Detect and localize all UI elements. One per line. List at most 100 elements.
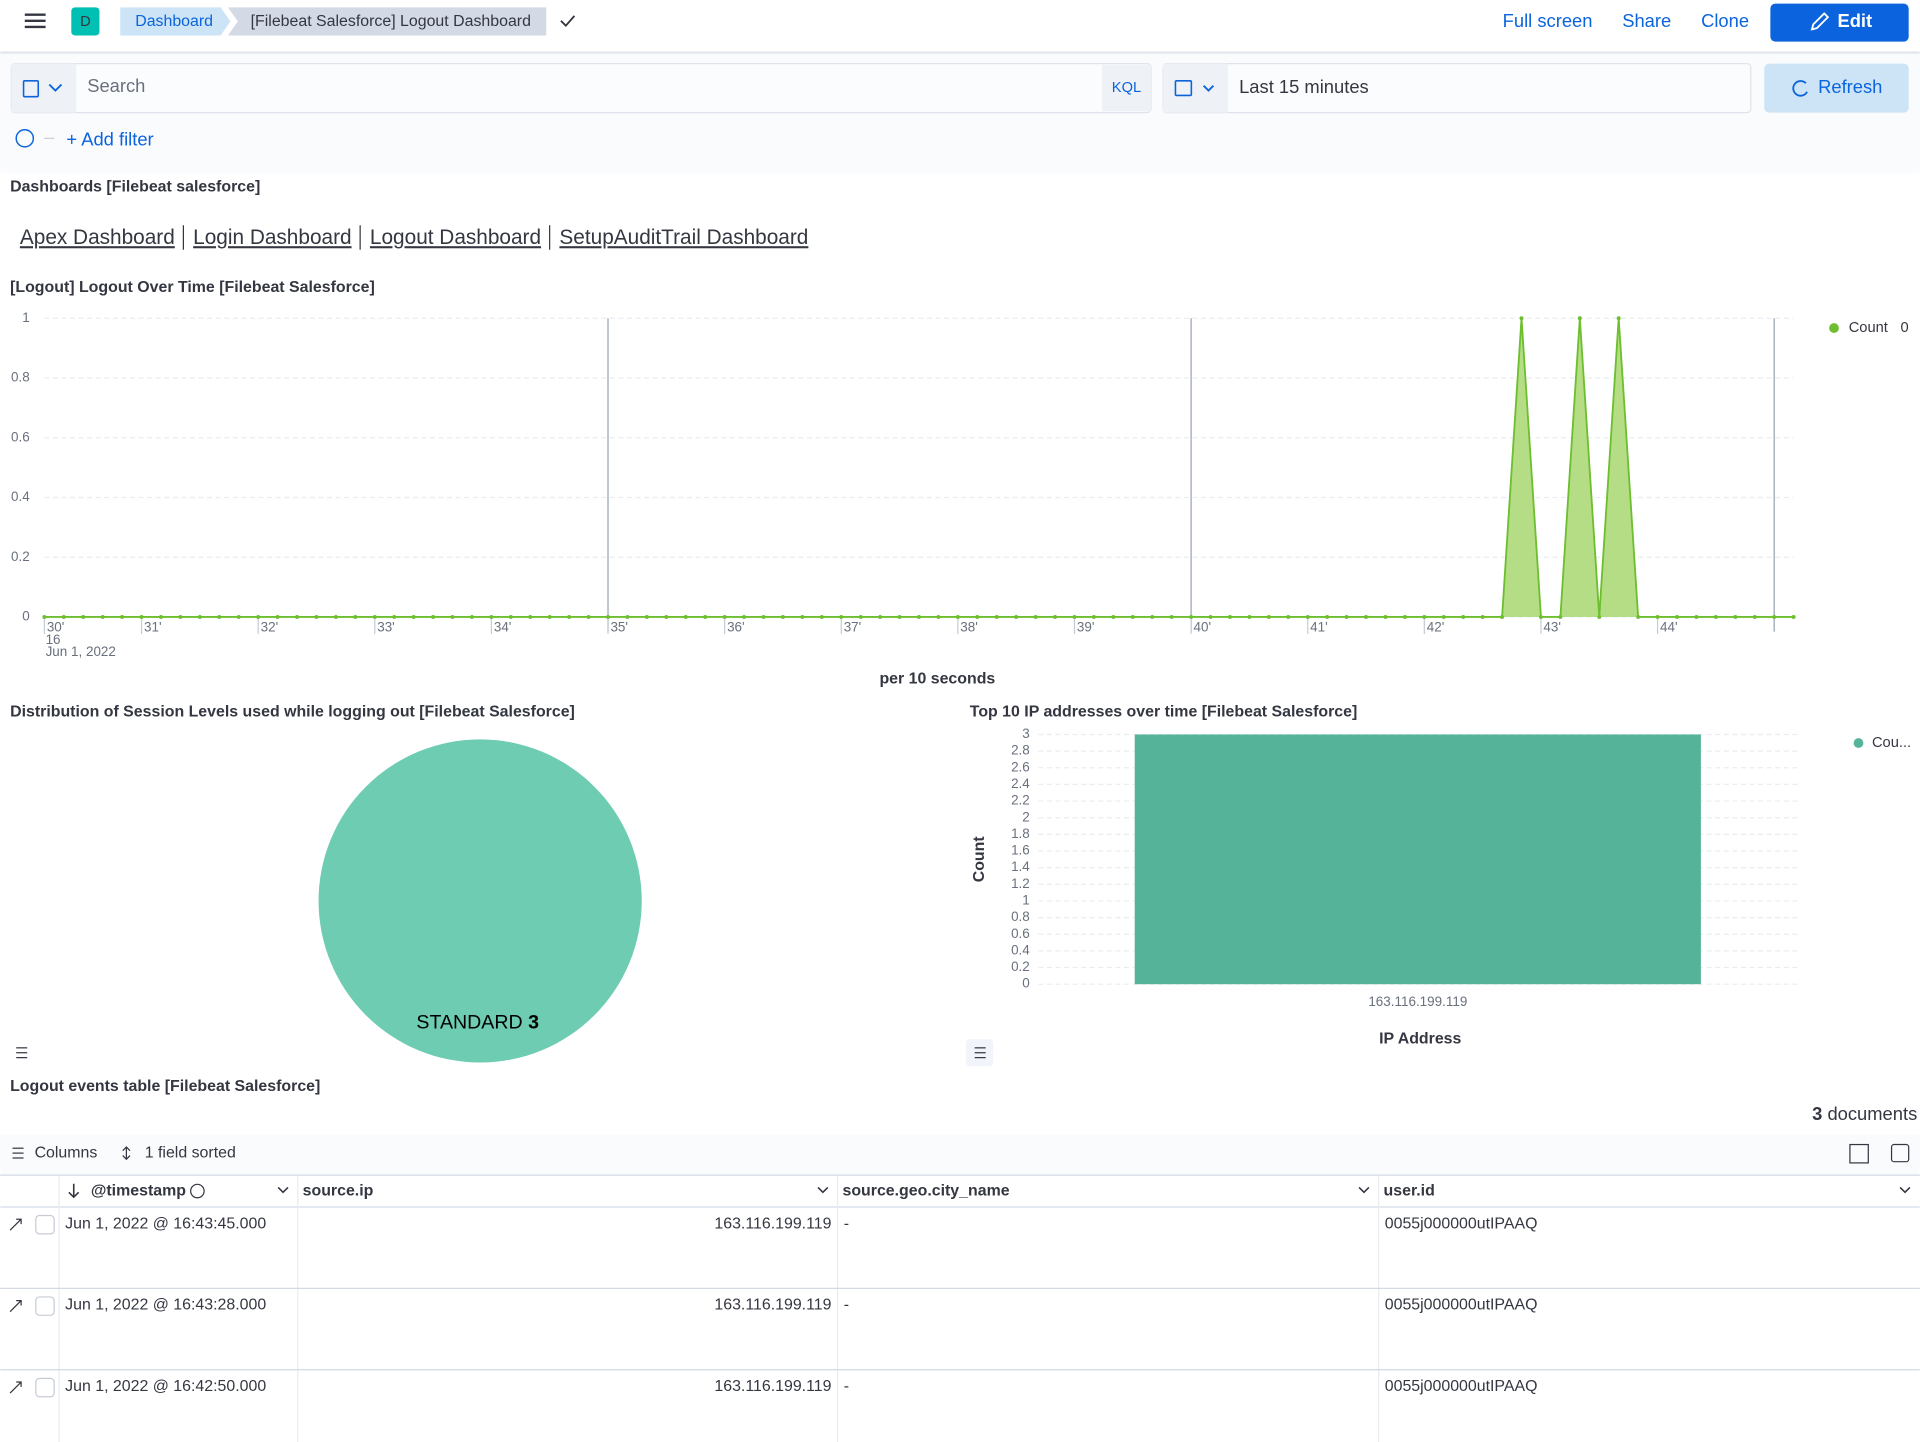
y-tick-label: 0.4 [1011,942,1030,957]
column-menu[interactable] [1899,1186,1911,1194]
panel-title: [Logout] Logout Over Time [Filebeat Sale… [10,279,375,296]
point [1305,614,1310,619]
dashboard-link[interactable]: SetupAuditTrail Dashboard [559,226,808,249]
kql-button[interactable] [1101,64,1151,112]
y-tick-label: 0.6 [1011,926,1030,941]
menu-button[interactable] [24,13,46,29]
table-cell: 163.116.199.119 [714,1378,831,1395]
point [1752,614,1757,619]
x-tick-label: 44' [1660,620,1678,635]
point [1461,614,1466,619]
point [100,614,105,619]
point [547,614,552,619]
point [897,614,902,619]
filter-icon[interactable] [15,129,35,148]
y-tick-label: 2.4 [1011,776,1030,791]
table-cell: 163.116.199.119 [714,1297,831,1314]
point [1558,614,1563,619]
column-header[interactable]: user.id [1384,1182,1435,1199]
point [1208,614,1213,619]
point [664,614,669,619]
point [1266,614,1271,619]
point [1344,614,1349,619]
column-header[interactable]: @timestamp [91,1182,186,1199]
edit-button[interactable] [1770,3,1909,42]
density-icon[interactable] [1849,1143,1869,1164]
legend-toggle[interactable] [16,1047,28,1059]
point [1616,316,1621,321]
breadcrumb: [Filebeat Salesforce] Logout Dashboard [251,13,531,30]
sort-arrow [68,1183,80,1199]
slice-category: STANDARD [416,1012,522,1034]
search-box [10,63,1152,114]
row-checkbox[interactable] [35,1214,55,1235]
column-menu[interactable] [1358,1186,1370,1194]
x-tick-label: 30' [47,620,65,635]
legend-label[interactable]: Cou... [1872,735,1911,751]
table-cell: 0055j000000utIPAAQ [1385,1215,1538,1232]
x-tick-sublabel: Jun 1, 2022 [46,644,116,659]
column-header[interactable]: source.geo.city_name [842,1182,1009,1199]
point [839,614,844,619]
point [139,614,144,619]
expand-icon[interactable] [9,1218,22,1231]
breadcrumb[interactable]: Dashboard [135,13,213,30]
column-header[interactable]: source.ip [303,1182,374,1199]
point [295,614,299,619]
toolbar-bg [0,1134,1920,1176]
row-checkbox[interactable] [35,1377,55,1398]
toolbar-button[interactable]: 1 field sorted [145,1144,236,1161]
toolbar-button[interactable]: Columns [35,1144,98,1161]
point [800,614,805,619]
x-tick-label: 39' [1077,620,1095,635]
add-filter[interactable]: + Add filter [66,129,153,150]
point [1772,614,1777,619]
dashboard-link[interactable]: Logout Dashboard [370,226,541,249]
refresh-button[interactable] [1764,63,1909,113]
time-range[interactable]: Last 15 minutes [1239,76,1369,97]
refresh-label: Refresh [1818,76,1882,97]
table-cell: Jun 1, 2022 @ 16:43:28.000 [65,1297,266,1314]
x-tick-label: 37' [844,620,862,635]
point [411,614,416,619]
legend-toggle[interactable] [974,1047,986,1059]
point [1150,614,1155,619]
column-menu[interactable] [817,1186,829,1194]
point [275,614,280,619]
point [1422,614,1427,619]
table-cell: - [844,1215,849,1232]
expand-icon[interactable] [9,1300,22,1313]
legend-label[interactable]: Count [1849,320,1888,336]
y-tick-label: 0 [1022,976,1029,991]
save-check[interactable] [560,15,576,28]
x-tick-label: 33' [377,620,395,635]
y-axis-label: Count [971,836,988,883]
search-placeholder[interactable]: Search [87,75,145,96]
point [1675,614,1679,619]
breadcrumb-bg[interactable] [120,7,231,36]
fullscreen-icon[interactable] [1890,1143,1910,1163]
point [528,614,533,619]
point [178,614,183,619]
point [1655,614,1660,619]
space-avatar[interactable] [71,7,100,36]
dashboard-link[interactable]: Login Dashboard [193,226,351,249]
point [1383,614,1388,619]
saved-query-button[interactable] [11,63,77,113]
row-checkbox[interactable] [35,1296,55,1316]
table-cell: - [844,1297,849,1314]
refresh-icon [1792,80,1808,97]
point [236,614,241,619]
saved-query-icon [22,79,40,98]
pie-slice [318,739,642,1063]
y-tick-label: 0.8 [11,370,30,385]
quick-menu[interactable] [1163,63,1229,113]
y-tick-label: 1.8 [1011,826,1030,841]
action-link[interactable]: Full screen [1503,10,1593,31]
point [1480,614,1485,619]
action-link[interactable]: Share [1622,10,1671,31]
dashboard-link[interactable]: Apex Dashboard [20,226,175,249]
action-link[interactable]: Clone [1701,10,1749,31]
column-menu[interactable] [277,1186,289,1194]
expand-icon[interactable] [9,1381,22,1394]
